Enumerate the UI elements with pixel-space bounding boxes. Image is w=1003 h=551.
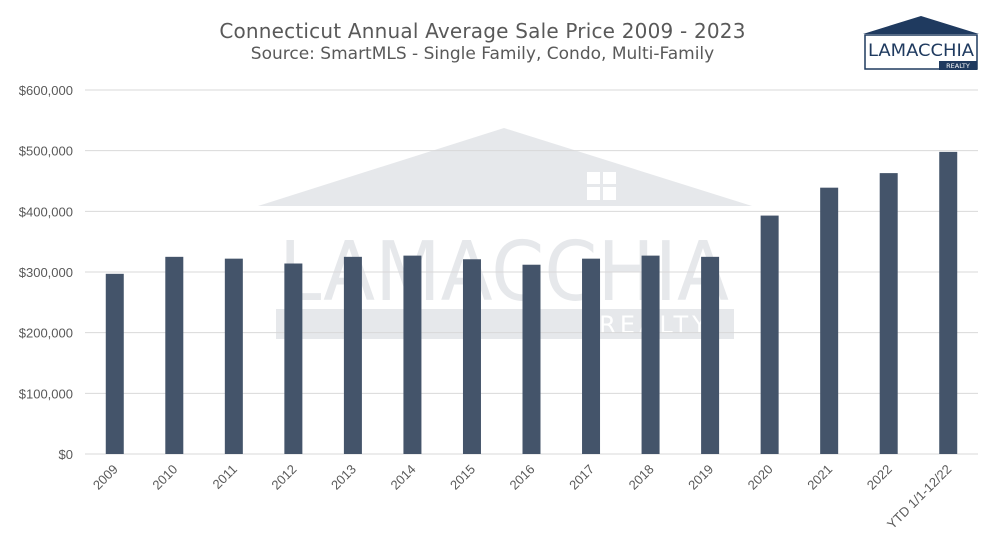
- bar: [522, 264, 541, 454]
- bar: [403, 255, 422, 454]
- y-tick-label: $300,000: [19, 265, 73, 280]
- logo-icon: LAMACCHIA REALTY: [863, 16, 979, 70]
- chart-title: Connecticut Annual Average Sale Price 20…: [219, 19, 746, 43]
- bar: [820, 187, 839, 454]
- chart-subtitle: Source: SmartMLS - Single Family, Condo,…: [250, 44, 715, 64]
- y-tick-label: $500,000: [19, 144, 73, 159]
- x-tick-label: 2012: [268, 462, 299, 493]
- bar: [462, 259, 481, 454]
- x-tick-label: 2010: [149, 462, 180, 493]
- x-tick-label: 2018: [626, 462, 657, 493]
- y-tick-label: $400,000: [19, 204, 73, 219]
- y-tick-label: $600,000: [19, 83, 73, 98]
- y-tick-label: $100,000: [19, 386, 73, 401]
- x-tick-label: 2014: [387, 462, 418, 493]
- x-tick-label: 2017: [566, 462, 597, 493]
- logo-tagline: REALTY: [946, 62, 970, 70]
- x-tick-label: 2021: [804, 462, 835, 493]
- bar: [641, 255, 660, 454]
- x-tick-label: 2015: [447, 462, 478, 493]
- bar: [284, 263, 303, 454]
- y-tick-label: $0: [59, 447, 73, 462]
- bar: [582, 258, 601, 454]
- bar: [105, 273, 124, 454]
- x-tick-label: 2016: [507, 462, 538, 493]
- brand-logo: LAMACCHIA REALTY: [863, 16, 979, 72]
- bar: [939, 151, 958, 454]
- bar: [760, 215, 779, 454]
- y-tick-label: $200,000: [19, 326, 73, 341]
- watermark: LAMACCHIA REALTY: [258, 128, 752, 339]
- bar: [879, 173, 898, 454]
- x-tick-label: 2013: [328, 462, 359, 493]
- x-tick-label: 2019: [685, 462, 716, 493]
- bar: [701, 256, 720, 454]
- x-tick-label: 2020: [745, 462, 776, 493]
- x-tick-label: 2009: [90, 462, 121, 493]
- logo-wordmark: LAMACCHIA: [868, 41, 975, 61]
- bar: [165, 256, 184, 454]
- x-tick-label: 2022: [864, 462, 895, 493]
- x-tick-label: 2011: [210, 462, 240, 492]
- bar: [224, 258, 243, 454]
- bar: [343, 256, 362, 454]
